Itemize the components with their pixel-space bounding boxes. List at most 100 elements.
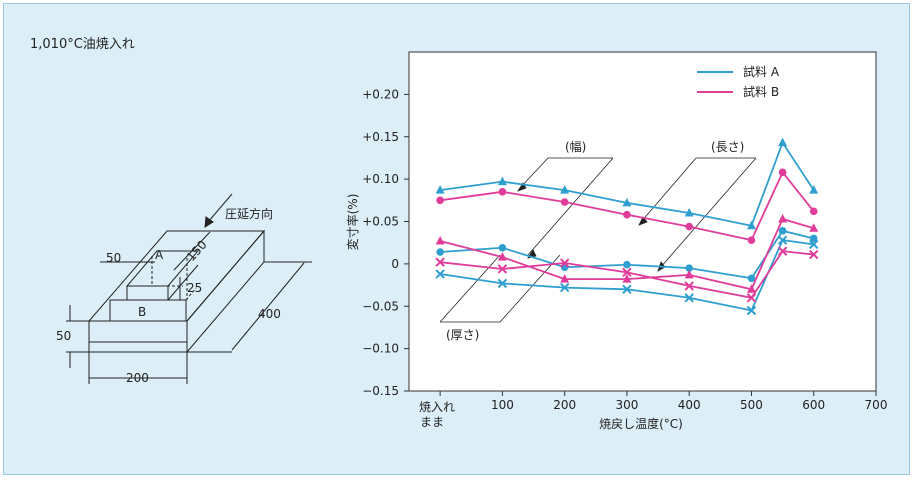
series-line — [440, 140, 815, 227]
data-point — [777, 235, 788, 245]
data-point — [560, 274, 570, 283]
data-point-stroke — [746, 305, 757, 316]
data-point — [685, 264, 693, 272]
data-point — [809, 207, 818, 216]
specimen-label-a: A — [155, 248, 164, 262]
data-point — [778, 168, 787, 177]
data-point-stroke — [684, 293, 694, 303]
data-point — [684, 293, 694, 303]
data-point — [778, 137, 788, 147]
y-tick-label: −0.10 — [362, 342, 399, 356]
y-tick-label: −0.05 — [362, 299, 399, 313]
data-point — [809, 185, 819, 194]
data-point — [560, 185, 570, 194]
x-tick-label: 100 — [491, 398, 514, 412]
data-point — [684, 208, 694, 217]
data-point — [809, 239, 819, 250]
data-point — [778, 227, 787, 235]
data-point — [809, 234, 818, 243]
series-line — [440, 229, 814, 280]
data-point — [497, 176, 507, 186]
y-tick-label: 0 — [391, 257, 399, 271]
y-tick-label: +0.15 — [362, 130, 399, 144]
data-point-stroke — [435, 269, 445, 279]
series-line — [440, 250, 814, 299]
x-tick-label: 300 — [615, 398, 638, 412]
series-line — [439, 217, 814, 291]
data-point — [747, 274, 756, 283]
data-point — [623, 260, 631, 269]
data-point — [435, 257, 445, 267]
data-point — [684, 269, 694, 279]
dim-50-side: 50 — [56, 329, 71, 343]
specimen-diagram: 圧延方向 50 150 25 400 50 200 A B — [56, 193, 312, 385]
data-point-stroke — [809, 239, 819, 250]
data-point — [435, 185, 445, 194]
y-tick-label: +0.20 — [362, 87, 399, 101]
data-point — [777, 246, 788, 256]
data-point — [436, 196, 444, 205]
data-point — [559, 282, 570, 293]
data-point-stroke — [497, 278, 508, 289]
data-point — [559, 258, 570, 268]
x-tick-label: 600 — [802, 398, 825, 412]
data-point — [622, 267, 632, 278]
data-point — [622, 274, 632, 283]
x-axis-label: 焼戻し温度(°C) — [599, 416, 683, 431]
legend-label-b: 試料 B — [743, 84, 779, 99]
data-point — [498, 243, 507, 252]
data-point — [747, 236, 756, 244]
annotation-width: (幅) — [565, 139, 586, 154]
x-tick-label: 400 — [678, 398, 701, 412]
data-point — [746, 305, 757, 316]
data-point-stroke — [622, 284, 632, 295]
data-point — [809, 249, 819, 260]
dim-50-top: 50 — [106, 251, 121, 265]
data-point — [497, 252, 507, 261]
data-point — [746, 220, 756, 230]
data-point-stroke — [746, 293, 757, 303]
y-tick-label: +0.10 — [362, 172, 399, 186]
specimen-label-b: B — [138, 305, 146, 319]
x-tick-label: 500 — [740, 398, 763, 412]
data-point — [746, 284, 756, 293]
data-point-stroke — [435, 257, 445, 267]
data-point — [622, 197, 632, 207]
data-point — [497, 278, 508, 289]
figure-title: 1,010°C油焼入れ — [30, 37, 135, 52]
data-point — [623, 210, 631, 219]
data-point — [435, 235, 445, 245]
x-tick-label-0-line2: まま — [420, 415, 444, 429]
data-point — [498, 188, 507, 196]
y-tick-label: +0.05 — [362, 215, 399, 229]
data-point-stroke — [684, 281, 694, 291]
dim-400: 400 — [258, 307, 281, 321]
data-point — [560, 198, 569, 206]
data-point-stroke — [777, 246, 788, 256]
data-point — [809, 223, 819, 232]
annotation-thickness: (厚さ) — [446, 328, 479, 342]
series-line — [440, 170, 815, 242]
dim-200: 200 — [126, 371, 149, 385]
data-point — [684, 281, 694, 291]
data-point — [436, 248, 444, 256]
data-point — [778, 213, 788, 223]
data-point — [685, 222, 693, 231]
x-tick-label: 700 — [865, 398, 888, 412]
dim-25: 25 — [187, 281, 202, 295]
y-axis-label: 変寸率(%) — [345, 194, 360, 251]
data-point-stroke — [559, 258, 570, 268]
x-tick-label: 200 — [553, 398, 576, 412]
data-point-stroke — [497, 264, 508, 274]
data-point — [746, 293, 757, 303]
legend-label-a: 試料 A — [743, 64, 780, 79]
annotation-length: (長さ) — [711, 140, 744, 154]
data-point — [435, 269, 445, 279]
data-point — [497, 264, 508, 274]
x-tick-label-0-line1: 焼入れ — [419, 400, 455, 414]
data-point-stroke — [809, 249, 819, 260]
series-line — [440, 239, 814, 312]
y-tick-label: −0.15 — [362, 384, 399, 398]
data-point-stroke — [559, 282, 570, 293]
